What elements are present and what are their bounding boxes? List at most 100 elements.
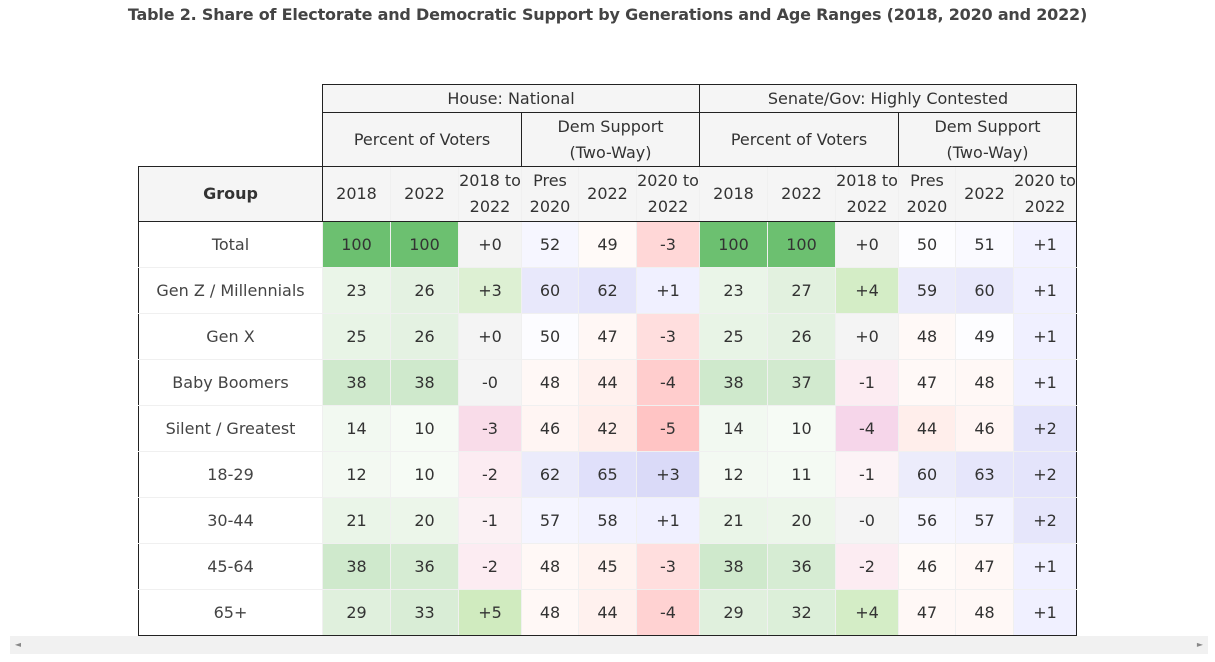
table-cell: +5 (458, 589, 522, 636)
table-cell: +2 (1013, 451, 1077, 498)
table-cell: 14 (699, 405, 768, 452)
row-label: Baby Boomers (138, 359, 323, 406)
table-cell: 25 (322, 313, 391, 360)
table-cell: 10 (390, 451, 459, 498)
table-cell: 50 (521, 313, 579, 360)
dem-support-line1: Dem Support (934, 116, 1041, 136)
table-cell: 100 (390, 221, 459, 268)
table-cell: 45 (578, 543, 637, 590)
table-cell: 32 (767, 589, 836, 636)
column-header-2022: 2022 (578, 166, 637, 222)
row-label: 45-64 (138, 543, 323, 590)
column-header-2022: 2022 (390, 166, 459, 222)
column-header-group: Group (138, 166, 323, 222)
column-header-line2: 2022 (846, 197, 888, 216)
table-cell: 50 (898, 221, 956, 268)
column-header-line1: Pres (533, 171, 567, 190)
table-cell: 12 (699, 451, 768, 498)
table-cell: +1 (1013, 543, 1077, 590)
table-cell: 37 (767, 359, 836, 406)
table-cell: 48 (898, 313, 956, 360)
table-cell: 21 (699, 497, 768, 544)
table-cell: 20 (390, 497, 459, 544)
table-cell: 100 (767, 221, 836, 268)
column-header-line1: 2018 to (836, 171, 898, 190)
empty-corner (138, 84, 323, 113)
table-cell: 48 (521, 359, 579, 406)
table-cell: +1 (1013, 267, 1077, 314)
subheader-house-pct-voters: Percent of Voters (322, 112, 522, 167)
row-label: Gen Z / Millennials (138, 267, 323, 314)
table-cell: -4 (835, 405, 899, 452)
table-cell: 26 (390, 267, 459, 314)
table-cell: 63 (955, 451, 1014, 498)
row-label: 65+ (138, 589, 323, 636)
table-cell: 52 (521, 221, 579, 268)
table-title: Table 2. Share of Electorate and Democra… (127, 5, 1088, 24)
table-cell: 27 (767, 267, 836, 314)
table-cell: +0 (835, 221, 899, 268)
table-cell: -3 (636, 543, 700, 590)
table-cell: 33 (390, 589, 459, 636)
table-row: Total 100 100 +0 52 49 -3 100 100 +0 50 51 +1 (138, 221, 1077, 268)
table-cell: -5 (636, 405, 700, 452)
table-cell: -1 (458, 497, 522, 544)
column-header-2018-to-2022: 2018 to 2022 (835, 166, 899, 222)
column-header-2022: 2022 (767, 166, 836, 222)
subgroup-header-row: Percent of Voters Dem Support (Two-Way) P… (138, 112, 1077, 167)
empty-corner-2 (138, 112, 323, 167)
table-cell: +2 (1013, 497, 1077, 544)
table-row: Gen X 25 26 +0 50 47 -3 25 26 +0 48 49 +1 (138, 313, 1077, 360)
table-cell: 44 (578, 589, 637, 636)
subheader-senate-dem-support: Dem Support (Two-Way) (898, 112, 1077, 167)
table-cell: -3 (458, 405, 522, 452)
table-cell: 23 (322, 267, 391, 314)
data-table: House: National Senate/Gov: Highly Conte… (138, 84, 1077, 636)
table-cell: 46 (898, 543, 956, 590)
table-cell: 14 (322, 405, 391, 452)
table-cell: +1 (1013, 221, 1077, 268)
table-cell: 25 (699, 313, 768, 360)
table-cell: +1 (636, 267, 700, 314)
table-cell: 38 (699, 543, 768, 590)
table-row: 65+ 29 33 +5 48 44 -4 29 32 +4 47 48 +1 (138, 589, 1077, 636)
subheader-house-dem-support: Dem Support (Two-Way) (521, 112, 700, 167)
table-cell: 59 (898, 267, 956, 314)
scroll-right-arrow-icon[interactable]: ► (1196, 640, 1204, 649)
table-row: 18-29 12 10 -2 62 65 +3 12 11 -1 60 63 +2 (138, 451, 1077, 498)
column-header-2018: 2018 (322, 166, 391, 222)
table-cell: -0 (835, 497, 899, 544)
table-cell: 12 (322, 451, 391, 498)
table-cell: 47 (578, 313, 637, 360)
table-cell: 65 (578, 451, 637, 498)
table-cell: -0 (458, 359, 522, 406)
table-cell: 46 (955, 405, 1014, 452)
table-cell: 20 (767, 497, 836, 544)
scroll-left-arrow-icon[interactable]: ◄ (14, 640, 22, 649)
dem-support-line2: (Two-Way) (569, 142, 652, 162)
table-cell: -2 (835, 543, 899, 590)
table-cell: +1 (636, 497, 700, 544)
subheader-senate-pct-voters: Percent of Voters (699, 112, 899, 167)
column-header-row: Group 2018 2022 2018 to 2022 Pres 2020 202… (138, 166, 1077, 222)
table-cell: 58 (578, 497, 637, 544)
table-cell: 26 (390, 313, 459, 360)
horizontal-scrollbar[interactable]: ◄ ► (10, 636, 1208, 654)
row-label: 30-44 (138, 497, 323, 544)
row-label: Total (138, 221, 323, 268)
table-cell: -1 (835, 359, 899, 406)
table-cell: 44 (578, 359, 637, 406)
table-cell: -2 (458, 451, 522, 498)
table-cell: +3 (636, 451, 700, 498)
table-cell: 100 (699, 221, 768, 268)
table-cell: 21 (322, 497, 391, 544)
table-cell: 57 (521, 497, 579, 544)
table-cell: +0 (458, 313, 522, 360)
table-cell: +0 (835, 313, 899, 360)
group-header-row: House: National Senate/Gov: Highly Conte… (138, 84, 1077, 113)
table-cell: 48 (521, 543, 579, 590)
table-row: 45-64 38 36 -2 48 45 -3 38 36 -2 46 47 +1 (138, 543, 1077, 590)
table-cell: 60 (898, 451, 956, 498)
table-cell: 48 (955, 589, 1014, 636)
column-header-line2: 2020 (529, 197, 571, 216)
